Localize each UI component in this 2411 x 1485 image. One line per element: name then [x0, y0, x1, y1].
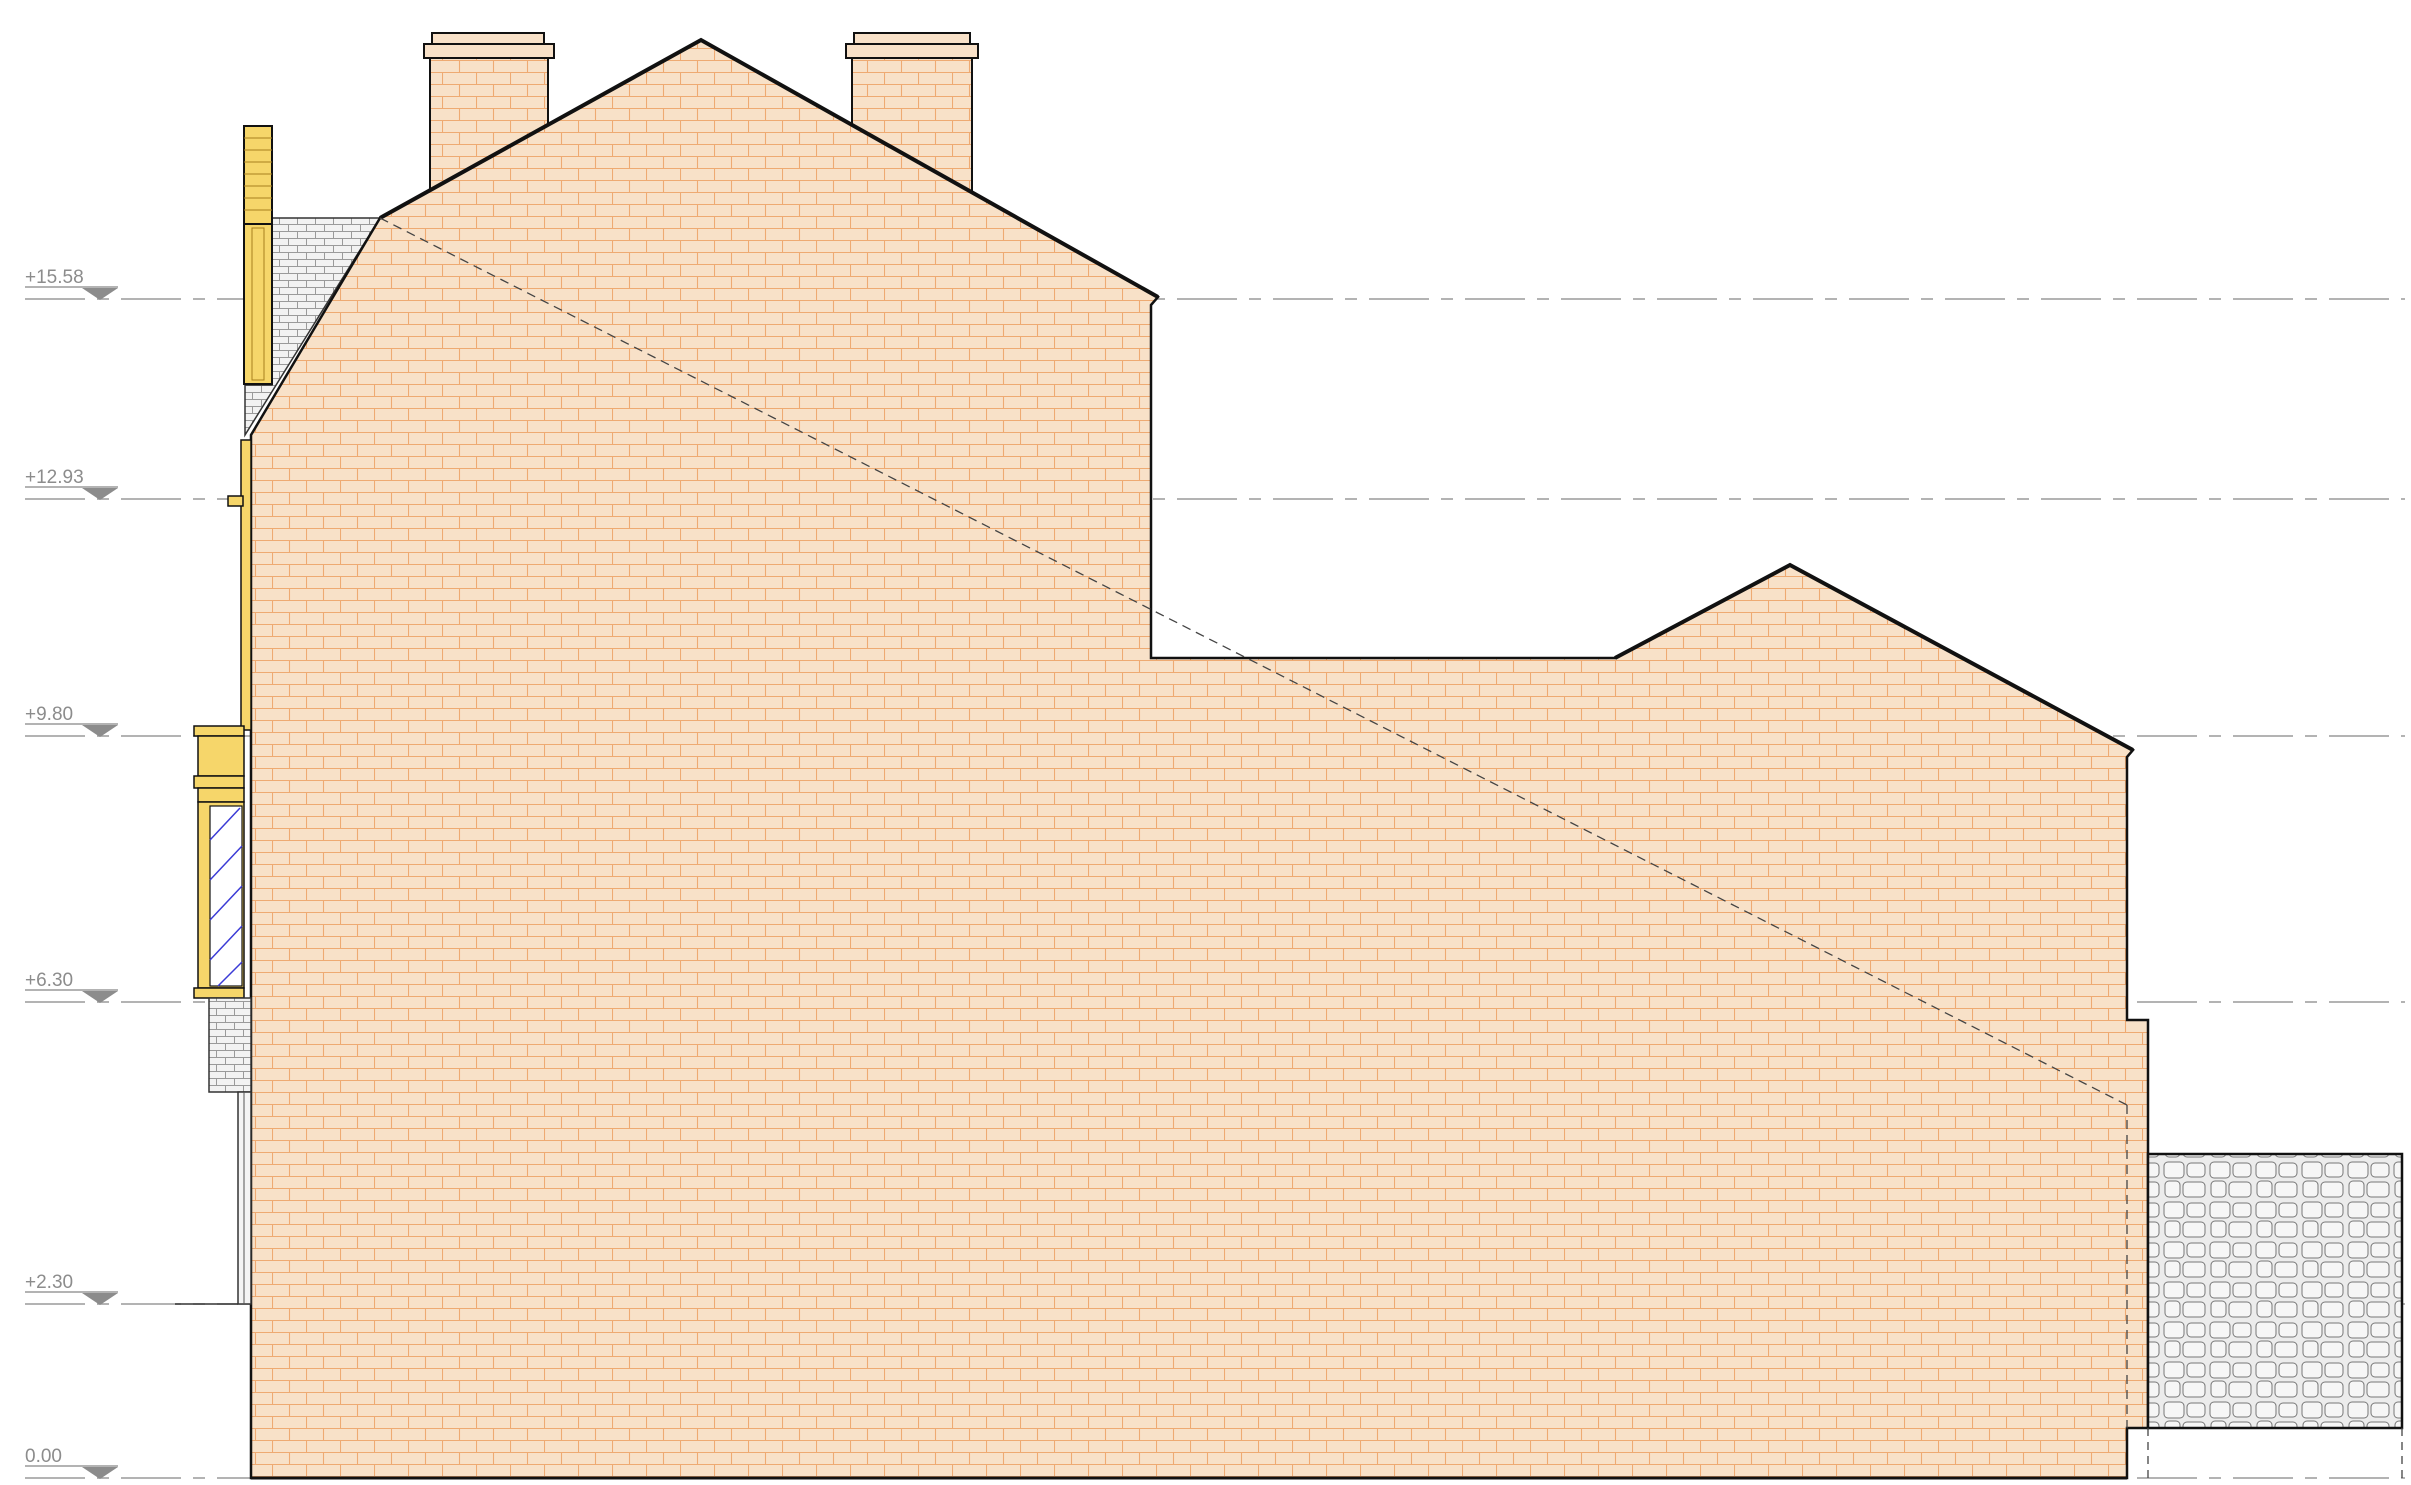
level-marker-9: +9.80 — [25, 704, 118, 737]
bay-base-ashlar — [208, 997, 252, 1093]
hidden-line-diagonal — [379, 217, 2128, 1106]
bay-cornice — [193, 725, 245, 737]
level-marker-6: +6.30 — [25, 970, 118, 1003]
timber-fascia-mid — [240, 439, 252, 731]
level-label-0: 0.00 — [25, 1446, 62, 1467]
level-label-6: +6.30 — [25, 970, 73, 991]
stone-wall-base-dashed — [2147, 1428, 2403, 1478]
level-label-15: +15.58 — [25, 267, 84, 288]
level-marker-12: +12.93 — [25, 467, 118, 500]
rear-roof-edge — [1614, 562, 2134, 752]
bay-glass — [209, 805, 243, 987]
timber-fascia-upper — [243, 223, 273, 385]
glass-hatch — [209, 807, 243, 987]
level-markers: +15.58 +12.93 +9.80 +6.30 +2.30 0.00 — [25, 267, 118, 1479]
level-marker-15: +15.58 — [25, 267, 118, 300]
timber-post-top — [243, 125, 273, 225]
level-marker-0: 0.00 — [25, 1446, 118, 1479]
main-brick-wall — [249, 38, 2150, 1480]
level-label-12: +12.93 — [25, 467, 84, 488]
bay-window-projection — [175, 125, 273, 1305]
level-label-9: +9.80 — [25, 704, 73, 725]
main-roof-edge — [379, 37, 1159, 299]
level-label-2: +2.30 — [25, 1272, 73, 1293]
level-marker-2: +2.30 — [25, 1272, 118, 1305]
stone-garden-wall — [2146, 1152, 2404, 1430]
